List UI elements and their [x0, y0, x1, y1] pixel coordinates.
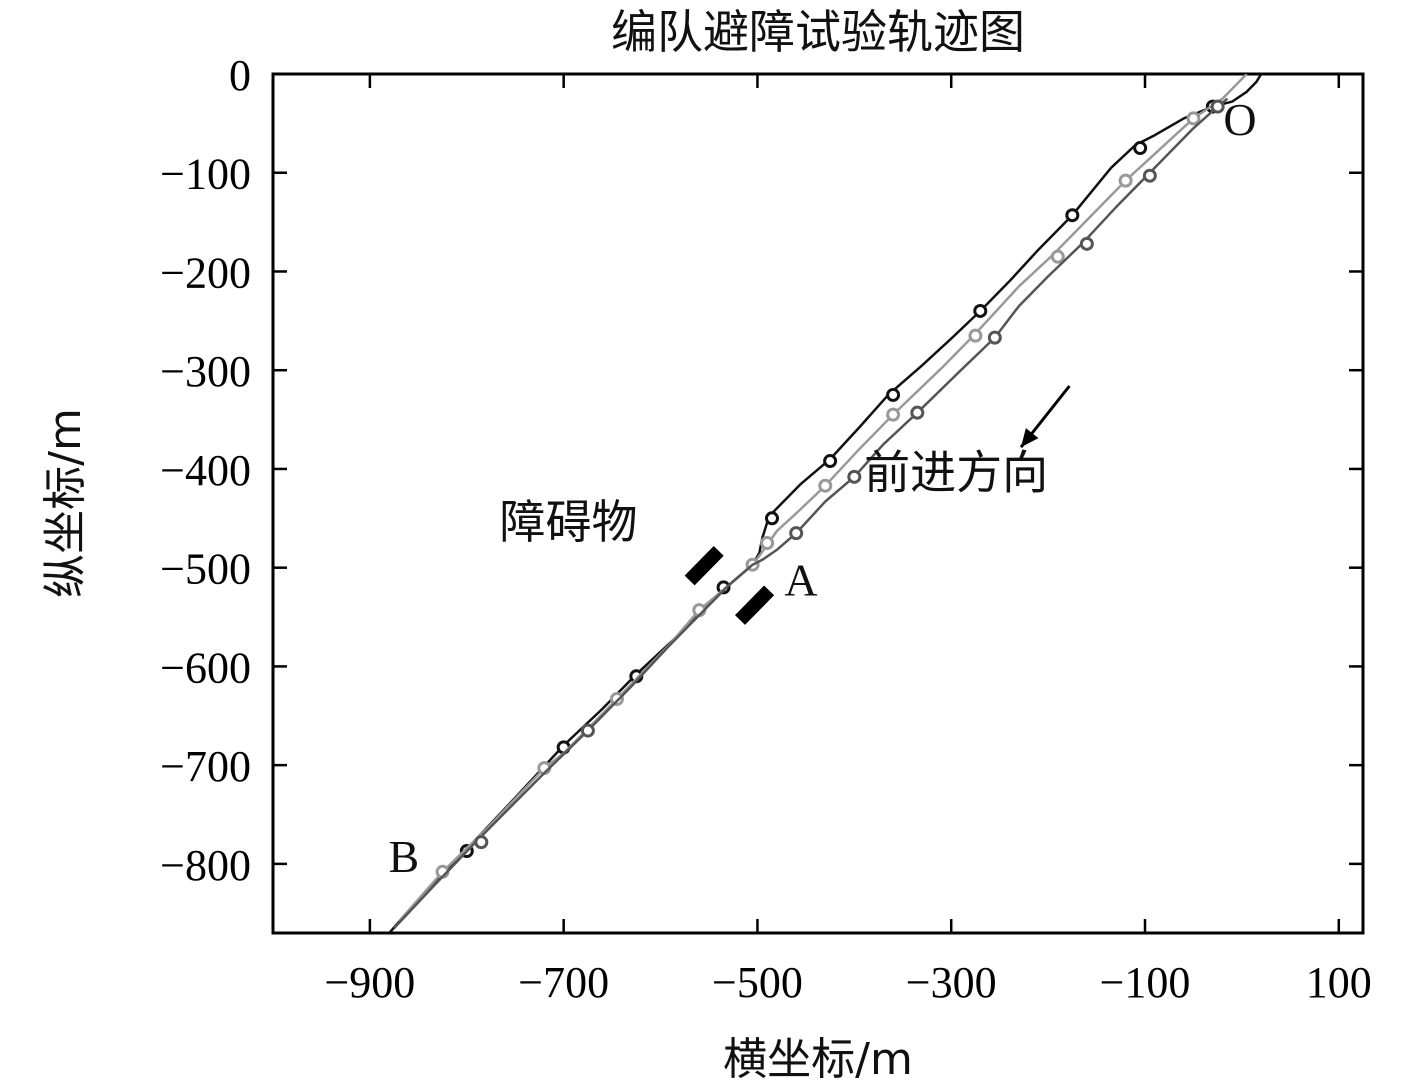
x-tick-label: −900 — [324, 958, 415, 1007]
series-2-marker — [609, 691, 624, 706]
y-tick-label: −400 — [160, 446, 251, 495]
series-3-marker — [910, 405, 925, 420]
obstacle-mark — [684, 545, 724, 586]
x-axis-label: 横坐标/m — [723, 1034, 913, 1083]
series-3-marker — [847, 469, 862, 484]
series-1-marker — [1065, 208, 1080, 223]
series-3-marker — [987, 330, 1002, 345]
y-tick-label: 0 — [229, 51, 251, 100]
series-1-marker — [823, 454, 838, 469]
series-2-marker — [818, 478, 833, 493]
series-1-marker — [973, 303, 988, 318]
annotation-label: O — [1223, 94, 1256, 145]
direction-arrow-head — [1020, 428, 1039, 448]
series-2-marker — [968, 328, 983, 343]
series-2-marker — [1118, 173, 1133, 188]
annotation-label: 障碍物 — [500, 495, 638, 549]
y-tick-label: −600 — [160, 643, 251, 692]
x-tick-label: −700 — [518, 958, 609, 1007]
y-tick-label: −500 — [160, 545, 251, 594]
series-2-marker — [1186, 111, 1201, 126]
series-1-marker — [1133, 141, 1148, 156]
series-group — [388, 74, 1263, 933]
y-tick-label: −300 — [160, 347, 251, 396]
y-tick-label: −800 — [160, 841, 251, 890]
plot-area: −900 −700 −500 −300 −100 100 0 −100 −200 −300 −400… — [160, 51, 1372, 1007]
series-3-marker — [474, 835, 489, 850]
series-1-marker — [764, 511, 779, 526]
x-tick-label: −100 — [1100, 958, 1191, 1007]
plot-frame — [271, 72, 1365, 935]
x-tick-label: 100 — [1306, 958, 1372, 1007]
series-3-marker — [1210, 99, 1225, 114]
series-3-marker — [1079, 236, 1094, 251]
y-tick-label: −200 — [160, 248, 251, 297]
x-tick-label: −300 — [906, 958, 997, 1007]
series-line-2 — [398, 74, 1248, 923]
annotation-label: A — [784, 554, 817, 605]
series-2-marker — [886, 407, 901, 422]
y-tick-label: −100 — [160, 150, 251, 199]
series-1-marker — [716, 580, 731, 595]
annotation-label: B — [388, 831, 419, 882]
series-2-marker — [1050, 249, 1065, 264]
obstacle-mark — [735, 585, 775, 625]
y-tick-label: −700 — [160, 742, 251, 791]
series-3-marker — [1142, 168, 1157, 183]
x-tick-label: −500 — [712, 958, 803, 1007]
series-3-marker — [789, 526, 804, 541]
y-axis-label: 纵坐标/m — [40, 408, 91, 598]
series-1-marker — [886, 387, 901, 402]
series-3-marker — [580, 723, 595, 738]
chart-title: 编队避障试验轨迹图 — [611, 5, 1025, 59]
annotation-label: 前进方向 — [864, 446, 1048, 500]
series-2-marker — [760, 535, 775, 550]
